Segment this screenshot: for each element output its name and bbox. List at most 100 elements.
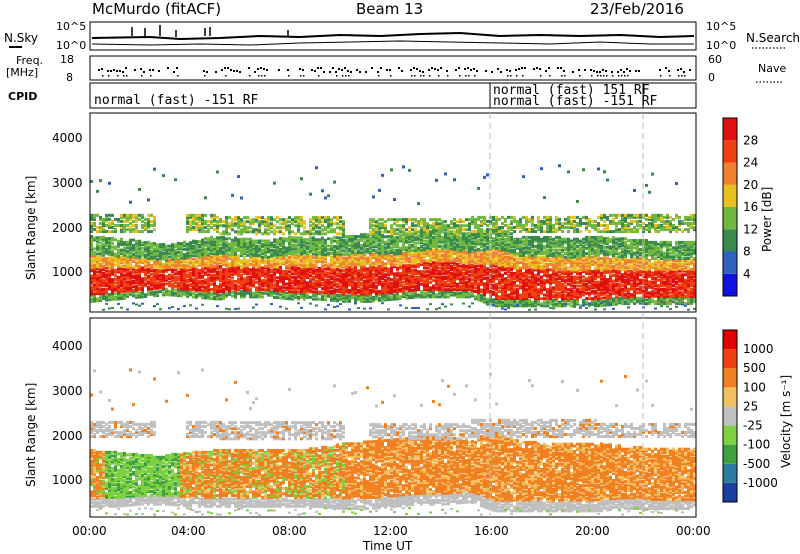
heatmap-cell <box>240 290 243 293</box>
heatmap-cell <box>342 253 345 256</box>
heatmap-cell <box>108 214 111 217</box>
heatmap-cell <box>420 245 423 248</box>
heatmap-cell <box>132 274 135 277</box>
heatmap-cell <box>270 260 273 263</box>
heatmap-cell <box>210 220 213 223</box>
heatmap-cell <box>339 269 342 272</box>
freq-dot <box>473 68 475 70</box>
heatmap-cell <box>93 283 96 286</box>
heatmap-cell <box>387 308 390 310</box>
heatmap-cell <box>96 252 99 255</box>
freq-dot <box>239 71 241 73</box>
heatmap-cell <box>255 216 258 219</box>
heatmap-cell <box>351 235 354 238</box>
freq-dot <box>590 69 592 71</box>
heatmap-cell <box>417 230 420 233</box>
nave-dot <box>684 75 686 77</box>
heatmap-cell <box>147 198 150 201</box>
heatmap-cell <box>273 228 276 231</box>
heatmap-cell <box>162 252 165 255</box>
heatmap-cell <box>111 246 114 249</box>
heatmap-cell <box>258 216 261 219</box>
heatmap-cell <box>462 224 465 227</box>
heatmap-cell <box>207 277 210 280</box>
heatmap-cell <box>405 246 408 249</box>
nave-dot <box>411 75 413 77</box>
heatmap-cell <box>336 294 339 297</box>
heatmap-cell <box>477 268 480 271</box>
heatmap-cell <box>306 294 309 297</box>
heatmap-cell <box>450 220 453 223</box>
heatmap-cell <box>288 224 291 227</box>
heatmap-cell <box>258 240 261 243</box>
heatmap-cell <box>234 280 237 283</box>
heatmap-cell <box>252 279 255 282</box>
heatmap-cell <box>201 280 204 283</box>
freq-dot <box>524 67 526 69</box>
freq-dot <box>254 71 256 73</box>
heatmap-cell <box>255 286 258 289</box>
nave-dot <box>606 75 608 77</box>
heatmap-cell <box>237 230 240 233</box>
heatmap-cell <box>159 290 162 293</box>
heatmap-cell <box>339 220 342 223</box>
heatmap-cell <box>423 279 426 282</box>
heatmap-cell <box>246 241 249 244</box>
heatmap-cell <box>339 285 342 288</box>
heatmap-cell <box>321 228 324 231</box>
heatmap-cell <box>321 216 324 219</box>
heatmap-cell <box>465 218 468 221</box>
nave-dot <box>438 75 440 77</box>
heatmap-cell <box>204 271 207 274</box>
nave-dot <box>597 75 599 77</box>
heatmap-cell <box>303 230 306 233</box>
heatmap-cell <box>498 295 501 298</box>
heatmap-cell <box>135 214 138 217</box>
nave-dot <box>621 75 623 77</box>
heatmap-cell <box>261 249 264 252</box>
heatmap-cell <box>159 243 162 246</box>
heatmap-cell <box>264 270 267 273</box>
heatmap-cell <box>279 230 282 233</box>
nsky-tick-top-right: 10^5 <box>706 20 736 33</box>
heatmap-cell <box>456 283 459 286</box>
heatmap-cell <box>366 257 369 260</box>
heatmap-cell <box>498 290 501 293</box>
heatmap-cell <box>129 201 132 204</box>
heatmap-cell <box>336 245 339 248</box>
heatmap-cell <box>342 249 345 252</box>
nave-dot <box>258 75 260 77</box>
heatmap-cell <box>255 281 258 284</box>
heatmap-cell <box>138 265 141 268</box>
heatmap-cell <box>243 238 246 241</box>
heatmap-cell <box>243 256 246 259</box>
heatmap-cell <box>282 232 285 235</box>
freq-dot <box>266 69 268 71</box>
heatmap-cell <box>339 232 342 235</box>
heatmap-cell <box>204 278 207 281</box>
heatmap-cell <box>108 257 111 260</box>
heatmap-cell <box>456 243 459 246</box>
heatmap-cell <box>462 228 465 231</box>
heatmap-cell <box>471 269 474 272</box>
heatmap-cell <box>405 291 408 294</box>
heatmap-cell <box>429 218 432 221</box>
heatmap-cell <box>435 276 438 279</box>
heatmap-cell <box>315 166 318 169</box>
heatmap-cell <box>111 230 114 233</box>
heatmap-cell <box>324 268 327 271</box>
heatmap-cell <box>465 256 468 259</box>
heatmap-cell <box>282 237 285 240</box>
heatmap-cell <box>390 296 393 299</box>
heatmap-cell <box>237 175 240 178</box>
heatmap-cell <box>384 224 387 227</box>
heatmap-cell <box>402 224 405 227</box>
freq-dot <box>227 67 229 69</box>
heatmap-cell <box>186 226 189 229</box>
heatmap-cell <box>150 242 153 245</box>
heatmap-cell <box>111 214 114 217</box>
heatmap-cell <box>327 248 330 251</box>
heatmap-cell <box>411 253 414 256</box>
heatmap-cell <box>285 270 288 273</box>
freq-dot <box>533 68 535 70</box>
